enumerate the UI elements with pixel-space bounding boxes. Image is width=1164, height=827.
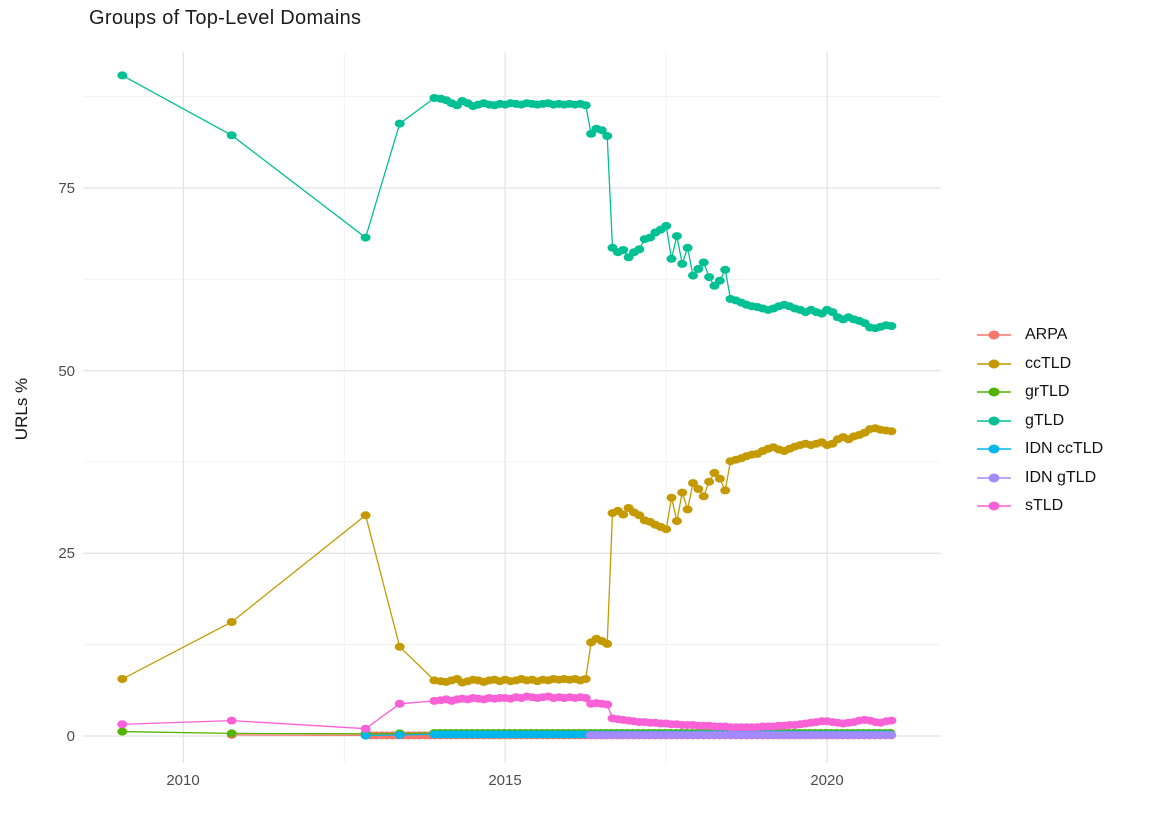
legend-key-icon-idn-gtld bbox=[977, 473, 1011, 482]
data-point-cctld bbox=[886, 427, 897, 436]
data-point-cctld bbox=[602, 639, 613, 648]
legend-key-icon-stld bbox=[977, 501, 1011, 511]
data-point-cctld bbox=[394, 642, 405, 651]
legend-label-arpa: ARPA bbox=[1025, 326, 1068, 343]
legend-label-cctld: ccTLD bbox=[1025, 354, 1072, 372]
data-point-gtld bbox=[117, 71, 128, 80]
data-point-cctld bbox=[671, 517, 682, 526]
data-point-gtld bbox=[602, 132, 613, 140]
data-point-gtld bbox=[671, 232, 682, 241]
data-point-cctld bbox=[704, 477, 715, 486]
data-point-gtld bbox=[677, 259, 688, 268]
legend-key-point bbox=[988, 330, 1000, 340]
legend-item-cctld: ccTLD bbox=[976, 354, 1103, 374]
data-point-gtld bbox=[886, 322, 897, 330]
legend-key-point bbox=[988, 473, 1000, 482]
data-point-cctld bbox=[661, 525, 672, 534]
data-point-cctld bbox=[709, 468, 720, 477]
plot-area bbox=[83, 52, 941, 763]
legend-key-point bbox=[988, 501, 1000, 511]
legend-label-gtld: gTLD bbox=[1025, 411, 1065, 429]
data-point-stld bbox=[117, 720, 128, 729]
legend-label-stld: sTLD bbox=[1025, 497, 1064, 514]
data-point-gtld bbox=[618, 246, 629, 254]
data-point-cctld bbox=[226, 618, 237, 626]
y-tick-label: 25 bbox=[58, 545, 75, 562]
y-tick-label: 0 bbox=[66, 728, 75, 745]
data-point-gtld bbox=[360, 233, 371, 242]
legend-key-point bbox=[988, 416, 1000, 425]
data-point-cctld bbox=[682, 505, 693, 514]
data-point-cctld bbox=[618, 510, 629, 519]
data-point-cctld bbox=[693, 485, 704, 493]
legend-label-idn-gtld: IDN gTLD bbox=[1025, 468, 1097, 486]
legend-key-point bbox=[988, 359, 1000, 368]
data-point-gtld bbox=[682, 243, 693, 252]
data-point-gtld bbox=[394, 119, 405, 128]
data-point-stld bbox=[226, 716, 237, 725]
data-point-stld bbox=[886, 716, 897, 725]
x-tick-label: 2010 bbox=[166, 772, 200, 789]
data-point-gtld bbox=[688, 271, 698, 280]
data-point-cctld bbox=[698, 492, 709, 501]
legend-item-grtld: grTLD bbox=[976, 382, 1103, 402]
legend-key-icon-grtld bbox=[977, 387, 1011, 397]
x-tick-label: 2015 bbox=[488, 772, 522, 789]
data-point-cctld bbox=[688, 479, 698, 488]
legend: ARPA ccTLD grTLD gTLD IDN ccTLD IDN gTLD sTLD bbox=[976, 325, 1103, 525]
data-point-stld bbox=[580, 694, 591, 702]
data-point-gtld bbox=[698, 258, 709, 267]
data-point-gtld bbox=[666, 254, 677, 263]
data-point-gtld bbox=[693, 265, 704, 273]
data-point-stld bbox=[394, 699, 405, 708]
data-point-cctld bbox=[720, 486, 731, 495]
data-point-grtld bbox=[226, 729, 237, 738]
data-point-gtld bbox=[661, 221, 672, 230]
data-point-idn-gtld bbox=[886, 731, 897, 740]
chart-title: Groups of Top-Level Domains bbox=[89, 7, 362, 29]
legend-key-point bbox=[988, 387, 1000, 397]
x-tick-label: 2020 bbox=[810, 772, 844, 789]
legend-key-icon-idn-cctld bbox=[977, 444, 1011, 454]
data-point-cctld bbox=[360, 511, 371, 520]
data-point-gtld bbox=[704, 273, 715, 282]
legend-key-icon-cctld bbox=[977, 359, 1011, 368]
y-tick-label: 50 bbox=[58, 363, 75, 380]
data-point-gtld bbox=[580, 101, 591, 110]
legend-label-grtld: grTLD bbox=[1025, 383, 1070, 400]
data-point-gtld bbox=[226, 131, 237, 140]
y-tick-label: 75 bbox=[58, 180, 75, 197]
legend-label-idn-cctld: IDN ccTLD bbox=[1025, 440, 1104, 457]
data-point-cctld bbox=[580, 675, 591, 683]
legend-item-gtld: gTLD bbox=[976, 411, 1103, 431]
legend-key-point bbox=[988, 444, 1000, 454]
data-point-gtld bbox=[714, 276, 725, 285]
data-point-cctld bbox=[714, 474, 725, 483]
data-point-gtld bbox=[596, 126, 607, 135]
data-point-idn-cctld bbox=[360, 731, 371, 740]
data-point-grtld bbox=[117, 727, 128, 736]
data-point-cctld bbox=[677, 488, 688, 497]
data-point-gtld bbox=[720, 265, 731, 274]
legend-item-stld: sTLD bbox=[976, 496, 1103, 516]
data-point-stld bbox=[602, 700, 613, 709]
data-point-gtld bbox=[634, 245, 645, 254]
series-line-gtld bbox=[121, 74, 892, 329]
y-axis-title: URLs % bbox=[12, 377, 31, 441]
data-point-cctld bbox=[666, 493, 677, 502]
legend-key-icon-arpa bbox=[977, 330, 1011, 340]
legend-item-idn-cctld: IDN ccTLD bbox=[976, 439, 1103, 459]
legend-item-idn-gtld: IDN gTLD bbox=[976, 468, 1103, 488]
legend-key-icon-gtld bbox=[977, 416, 1011, 425]
data-point-cctld bbox=[117, 675, 128, 683]
data-point-stld bbox=[360, 724, 371, 733]
legend-item-arpa: ARPA bbox=[976, 325, 1103, 345]
data-point-idn-cctld bbox=[394, 730, 405, 739]
